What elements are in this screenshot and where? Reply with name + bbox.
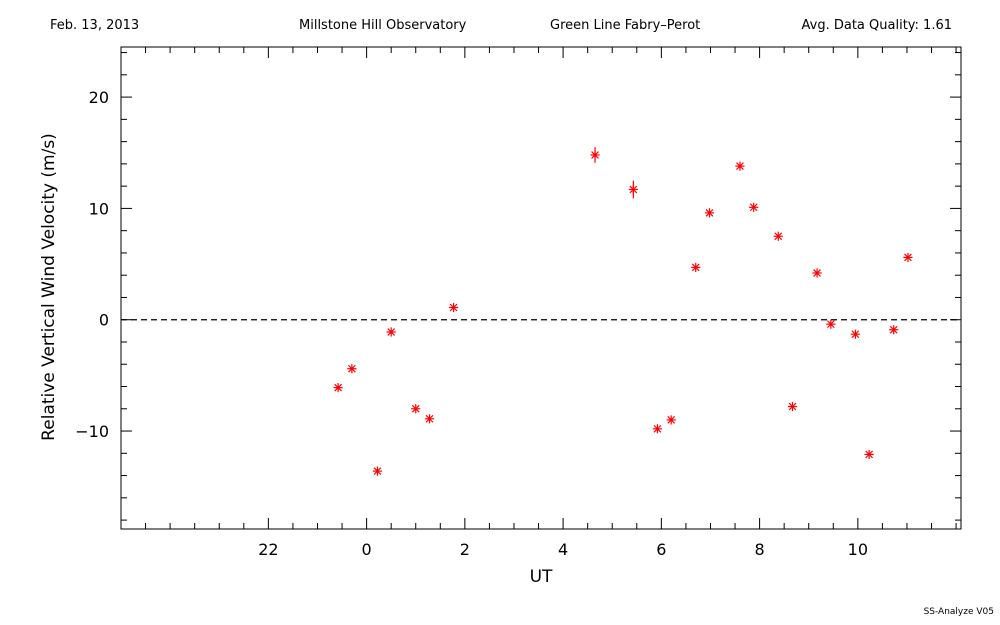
y-tick-label: 0 xyxy=(99,311,109,330)
data-point xyxy=(590,147,600,163)
observatory-name: Millstone Hill Observatory xyxy=(299,18,467,33)
x-tick-label: 10 xyxy=(848,540,868,559)
data-point xyxy=(347,364,357,374)
data-point xyxy=(386,327,396,337)
data-point xyxy=(850,329,860,339)
data-point xyxy=(424,414,435,424)
data-point xyxy=(372,466,383,476)
tick-labels: 22 0 2 4 6 8 10 −10 0 10 20 xyxy=(75,88,868,559)
y-tick-label: −10 xyxy=(75,422,109,441)
ticks xyxy=(120,47,961,529)
plot-frame xyxy=(120,46,962,530)
y-axis-label: Relative Vertical Wind Velocity (m/s) xyxy=(39,133,59,441)
data-point xyxy=(773,231,783,241)
x-tick-label: 2 xyxy=(460,540,470,559)
axes xyxy=(120,46,962,530)
data-point xyxy=(333,383,343,393)
data-point xyxy=(864,449,874,460)
x-tick-label: 8 xyxy=(755,540,765,559)
x-axis-label: UT xyxy=(530,567,553,587)
data-point xyxy=(652,424,663,434)
software-version: SS-Analyze V05 xyxy=(923,607,994,617)
chart-date: Feb. 13, 2013 xyxy=(50,18,140,33)
data-points xyxy=(333,147,913,476)
data-point xyxy=(411,404,421,414)
data-point xyxy=(704,208,715,218)
data-quality: Avg. Data Quality: 1.61 xyxy=(801,18,952,33)
x-tick-label: 0 xyxy=(362,540,372,559)
data-point xyxy=(666,415,676,425)
data-point xyxy=(691,262,701,273)
y-tick-label: 20 xyxy=(89,88,109,107)
data-point xyxy=(826,319,836,329)
data-point xyxy=(812,268,822,278)
instrument-name: Green Line Fabry–Perot xyxy=(550,18,701,33)
data-point xyxy=(787,401,798,412)
data-point xyxy=(448,302,459,313)
y-tick-label: 10 xyxy=(89,199,109,218)
data-point xyxy=(903,252,913,262)
data-point xyxy=(628,180,638,199)
data-point xyxy=(889,325,899,335)
data-point xyxy=(735,161,745,171)
x-tick-label: 22 xyxy=(258,540,278,559)
data-point xyxy=(749,202,759,212)
x-tick-label: 4 xyxy=(558,540,568,559)
x-tick-label: 6 xyxy=(656,540,666,559)
